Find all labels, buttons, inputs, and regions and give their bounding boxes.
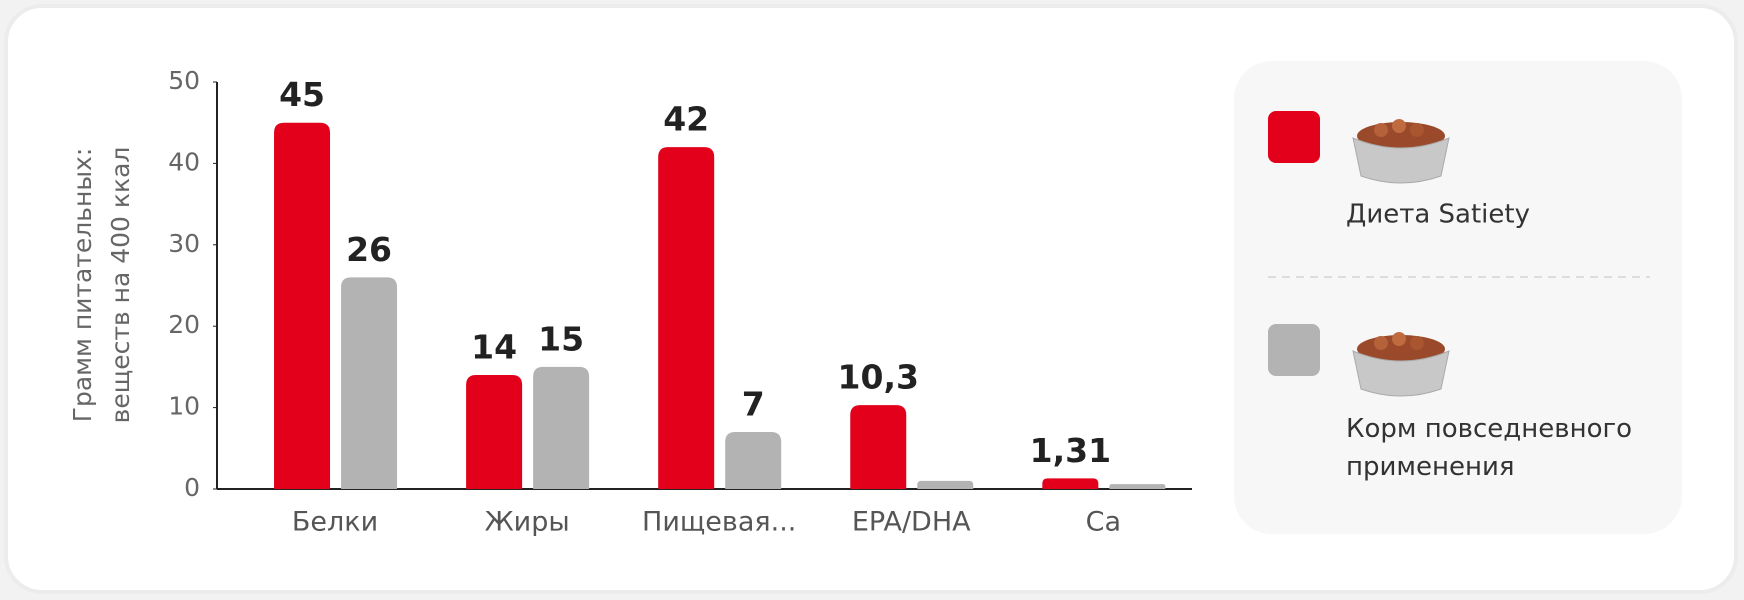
x-tick-label: Белки [292,507,378,538]
bar [725,432,782,489]
bar [1109,484,1166,489]
y-tick-label: 0 [184,473,200,502]
bar [341,277,398,489]
bar [466,375,523,489]
value-label: 15 [538,319,584,358]
bar [533,366,590,489]
legend-swatch [1268,324,1320,376]
bowl-icon [1352,119,1450,184]
value-label: 7 [742,385,765,424]
bar [850,405,907,489]
y-axis-label: Грамм питательных: [68,148,97,423]
value-label: 26 [346,230,392,269]
y-tick-label: 50 [168,66,200,95]
y-tick-label: 30 [168,229,200,258]
bar [274,122,331,489]
y-tick-label: 10 [168,392,200,421]
y-tick-label: 40 [168,147,200,176]
x-tick-label: EPA/DHA [852,507,971,538]
bar [658,147,715,489]
bar [1042,478,1099,489]
y-tick-label: 20 [168,310,200,339]
legend-label: Диета Satiety [1346,200,1530,230]
legend-swatch [1268,111,1320,163]
value-label: 42 [663,100,709,139]
legend-panel [1234,61,1682,534]
y-axis-label: веществ на 400 ккал [106,147,135,424]
value-label: 45 [279,75,325,114]
x-tick-label: Жиры [485,507,570,538]
value-label: 1,31 [1030,431,1111,470]
value-label: 10,3 [838,358,919,397]
legend-label: Корм повседневного применения [1346,414,1632,482]
value-label: 14 [471,328,517,367]
x-tick-label: Ca [1086,507,1121,538]
bowl-icon [1352,332,1450,397]
x-tick-label: Пищевая... [642,507,796,538]
legend-label-line: Корм повседневного [1346,414,1632,444]
bar [917,480,974,489]
legend-label-line: применения [1346,452,1515,482]
